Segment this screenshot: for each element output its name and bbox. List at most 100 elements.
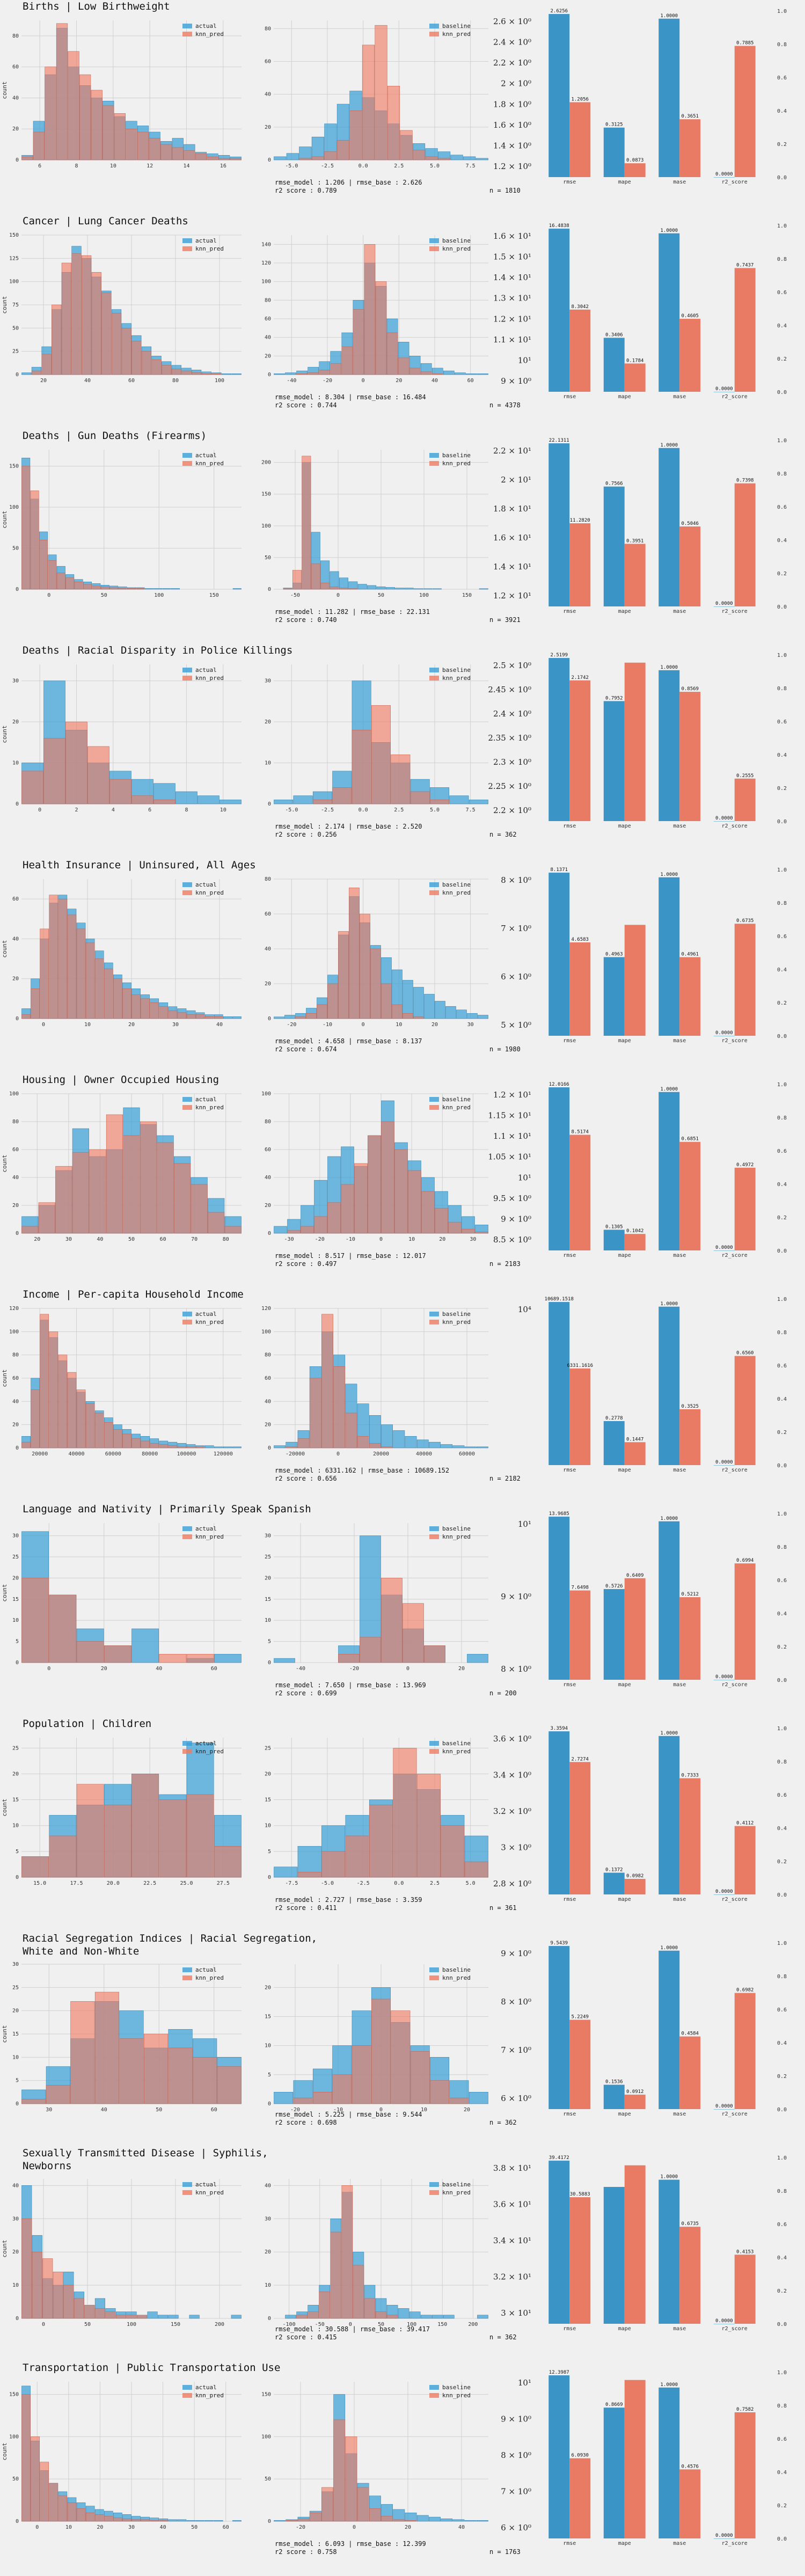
legend-swatch-actual <box>182 2385 192 2390</box>
metric-category-label: mape <box>618 179 631 185</box>
y-tick-label: 150 <box>261 492 271 497</box>
knn-pred-bar <box>299 158 312 160</box>
base-value-label: 2.6256 <box>551 9 568 14</box>
base-value-label: 0.3406 <box>605 332 623 338</box>
metrics-bar-chart: 8 × 10⁰ 9 × 10⁰ 10¹ 0.0 0.2 0.4 0.6 0.8 1.0 13.96… <box>501 1511 787 1688</box>
knn-pred-bar <box>87 746 109 804</box>
x-tick-label: -40 <box>287 378 296 384</box>
baseline-bar <box>464 2520 477 2522</box>
baseline-bar <box>435 1001 445 1019</box>
y-tick-label: 40 <box>265 1399 271 1404</box>
baseline-bar <box>274 2092 294 2104</box>
y-tick-label: 30 <box>265 678 271 684</box>
knn-pred-bar <box>320 582 330 590</box>
r2-axis-tick-label: 0.8 <box>777 901 787 906</box>
knn-pred-bar <box>387 86 400 160</box>
legend-label: knn_pred <box>195 460 224 467</box>
y-tick-label: 20 <box>12 1203 19 1209</box>
r2-axis-tick-label: 0.2 <box>777 1215 787 1221</box>
log-axis-tick-label: 3.2 × 10⁰ <box>493 1806 531 1816</box>
x-tick-label: -20 <box>323 378 332 384</box>
knn-pred-bar <box>126 2315 137 2319</box>
knn-pred-bar <box>297 2518 310 2522</box>
legend-swatch-actual <box>182 24 192 28</box>
log-axis-tick-label: 2.5 × 10⁰ <box>493 661 531 670</box>
base-metric-bar <box>603 957 625 1036</box>
y-tick-label: 0 <box>16 2316 19 2322</box>
base-value-label: 0.0000 <box>715 2104 733 2109</box>
knn-pred-bar <box>204 1016 214 1019</box>
base-value-label: 1.0000 <box>661 1301 678 1307</box>
log-axis-tick-label: 3.4 × 10¹ <box>493 2236 531 2245</box>
x-tick-label: 5.0 <box>466 1880 475 1886</box>
base-metric-bar <box>548 2375 570 2538</box>
knn-pred-bar <box>400 130 413 160</box>
legend-swatch-actual <box>182 668 192 672</box>
y-tick-label: 0 <box>16 372 19 378</box>
y-axis-label: count <box>1 1798 8 1816</box>
x-tick-label: 40 <box>156 1666 162 1672</box>
sample-count: n = 362 <box>489 831 517 838</box>
model-metric-bar <box>734 924 756 1036</box>
r2-axis-tick-label: 0.0 <box>777 1034 787 1040</box>
model-metric-bar <box>734 1993 756 2109</box>
actual-bar <box>221 373 232 375</box>
legend-label: baseline <box>442 2384 471 2391</box>
base-value-label: 12.0166 <box>549 1082 569 1087</box>
actual-bar <box>189 2315 200 2319</box>
x-tick-label: 100 <box>407 2322 416 2328</box>
actual-bar <box>153 588 163 590</box>
knn-pred-bar <box>149 138 160 160</box>
y-tick-label: 0 <box>268 2519 271 2524</box>
base-value-label: 1.0000 <box>661 13 678 19</box>
x-tick-label: -30 <box>284 1236 294 1242</box>
baseline-bar <box>398 2308 409 2319</box>
y-tick-label: 0 <box>268 2101 271 2107</box>
base-value-label: 0.7566 <box>605 481 623 487</box>
x-tick-label: 150 <box>437 2322 447 2328</box>
x-tick-label: 2.5 <box>394 163 404 169</box>
y-tick-label: 5 <box>16 1639 19 1645</box>
r2-axis-tick-label: 1.0 <box>777 2370 787 2376</box>
knn-pred-bar <box>207 156 218 160</box>
knn-pred-bar <box>56 23 68 160</box>
knn-pred-bar <box>306 1013 317 1019</box>
legend-label: knn_pred <box>195 1533 224 1540</box>
log-axis-tick-label: 8 × 10⁰ <box>501 875 531 885</box>
baseline-bar <box>405 1436 417 1448</box>
model-value-label: 2.7274 <box>571 1757 589 1762</box>
baseline-bar <box>476 2520 488 2522</box>
knn-pred-bar <box>131 994 141 1019</box>
y-tick-label: 40 <box>12 2183 19 2189</box>
baseline-bar <box>416 2515 429 2522</box>
metric-category-label: rmse <box>563 1253 576 1258</box>
knn-pred-bar <box>160 144 172 160</box>
log-axis-tick-label: 1.15 × 10¹ <box>488 1111 531 1121</box>
base-metric-bar <box>658 1736 680 1894</box>
model-metric-bar <box>734 2255 756 2324</box>
r2-axis-tick-label: 0.0 <box>777 1678 787 1684</box>
knn-pred-bar <box>76 1389 86 1448</box>
knn-pred-bar <box>159 2520 169 2522</box>
model-metric-bar <box>679 1778 701 1894</box>
knn-pred-bar <box>416 1774 441 1878</box>
base-value-label: 10689.1518 <box>545 1297 574 1302</box>
r2-axis-tick-label: 0.6 <box>777 2436 787 2442</box>
y-tick-label: 0 <box>16 157 19 163</box>
knn-pred-bar <box>353 309 364 375</box>
knn-pred-bar <box>21 771 43 804</box>
knn-pred-bar <box>127 588 136 590</box>
x-tick-label: 7.5 <box>466 163 475 169</box>
knn-pred-bar <box>151 359 162 375</box>
x-tick-label: 20 <box>128 1022 135 1028</box>
base-value-label: 0.0000 <box>715 1674 733 1680</box>
x-tick-label: 50 <box>156 2107 162 2113</box>
x-tick-label: 20 <box>405 2524 411 2530</box>
knn-pred-bar <box>111 313 122 375</box>
knn-pred-bar <box>413 150 426 160</box>
residual-histogram: 0 5 10 15 20 25 -7.5 -5.0 -2.5 0.0 2.5 5.0 baselinek… <box>265 1738 488 1886</box>
y-tick-label: 100 <box>261 523 271 529</box>
model-metric-bar <box>679 957 701 1036</box>
legend-label: knn_pred <box>442 1748 471 1755</box>
